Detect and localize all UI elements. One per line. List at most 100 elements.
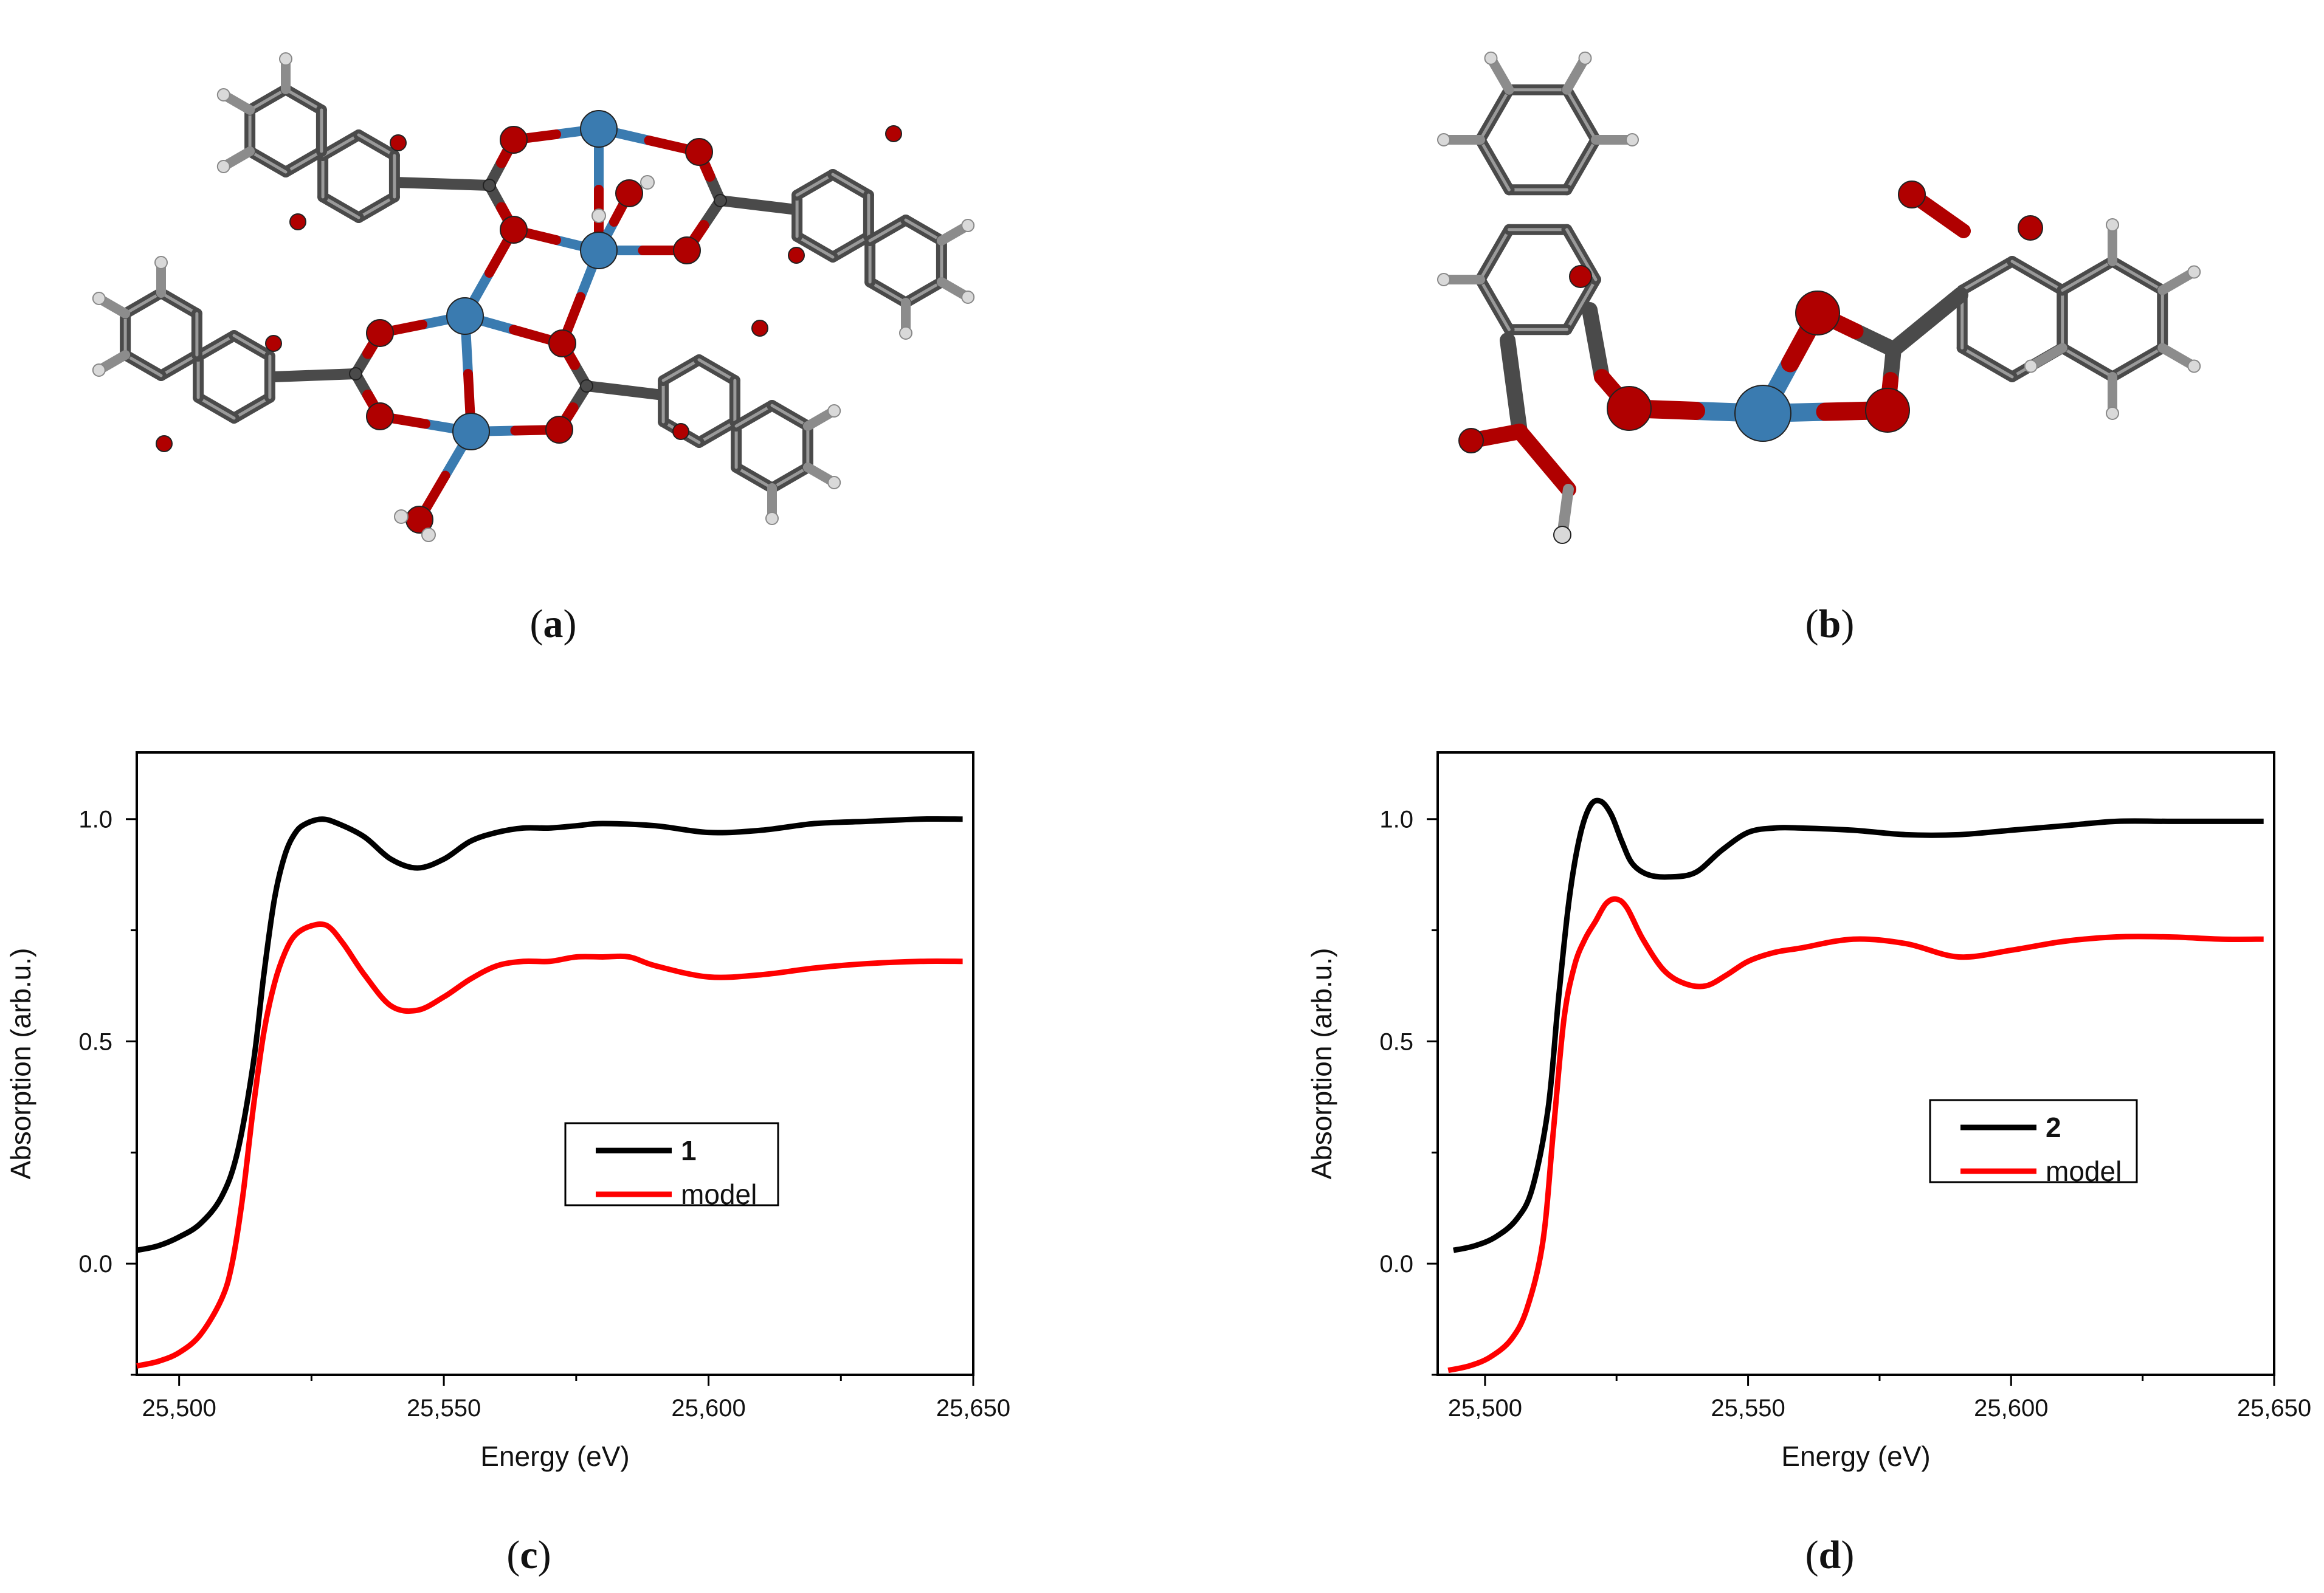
ring-bond-highlight [1960,260,2014,292]
ring-bond-highlight [904,218,943,243]
plot-frame [136,751,974,1376]
hydrogen-atom [961,291,975,304]
ring-bond-highlight [795,173,835,197]
ring-bond-highlight [159,353,199,377]
ring-bond-highlight [284,150,323,174]
ring-bond-highlight [770,466,810,490]
y-tick-label: 1.0 [78,807,112,833]
x-tick-label: 25,600 [1974,1395,2048,1422]
hydrogen-atom [216,88,230,101]
ring-bond-highlight [770,404,810,428]
x-tick-label: 25,500 [142,1395,216,1422]
ring-bond-highlight [868,280,908,304]
ring-bond-highlight [734,404,774,428]
panel-label-c: (c) [506,1533,551,1577]
x-tick-label: 25,550 [1711,1395,1785,1422]
ring-bond-highlight [2111,260,2164,292]
hydrogen-atom [1484,51,1498,65]
y-tick-label: 0.5 [78,1028,112,1055]
hydrogen-atom [279,52,292,66]
series-line-sample [136,816,963,1253]
ring-bond-highlight [232,334,272,358]
ring-bond-highlight [697,420,737,444]
oxygen-atom [156,435,173,452]
hydrogen-atom [1578,51,1592,65]
ring-bond-highlight [357,195,396,219]
ring-bond-highlight [795,235,835,259]
oxygen-atom [672,423,689,440]
oxygen-atom [500,126,528,154]
x-axis-label: Energy (eV) [480,1440,629,1472]
ring-bond-highlight [159,291,199,315]
molecule-b-structure-icon [1437,51,2201,544]
oxygen-atom [548,329,576,357]
hydrogen-atom [216,160,230,173]
oxygen-atom [2018,215,2043,241]
hydrogen-atom [765,512,779,525]
hydrogen-atom [92,363,106,377]
ring-bond-highlight [248,150,288,174]
hydroxyl-bond [1512,424,1576,497]
metal-atom [446,297,484,335]
metal-atom [580,110,618,148]
oxygen-atom [1865,388,1910,433]
chart-panel-c: 25,500 25,550 25,600 25,650 0.0 0.5 1.0 Energy … [5,751,1010,1472]
oxygen-atom [1458,428,1484,453]
hydrogen-atom [2106,218,2119,232]
x-tick-label: 25,500 [1448,1395,1522,1422]
ring-bond-highlight [831,235,871,259]
ring-bond-highlight [2061,260,2114,292]
oxygen-atom [615,179,643,207]
legend-entry: 1 [681,1135,697,1166]
panel-label-d: (d) [1805,1533,1855,1577]
carbon-atom [580,379,593,393]
oxygen-atom [1607,386,1652,431]
carbon-atom [483,179,496,192]
hydrogen-atom [591,208,606,223]
hydrogen-atom [2187,359,2201,373]
ligand-bond [1582,302,1610,385]
ring-bond-highlight [1565,88,1598,142]
y-tick-label: 0.5 [1379,1028,1413,1055]
hydrogen-atom [1437,273,1450,286]
x-tick-label: 25,650 [936,1395,1010,1422]
ring-bond-highlight [697,358,737,382]
hydrogen-atom [2106,407,2119,420]
ring-bond-highlight [2111,346,2164,379]
ring-bond-highlight [868,218,908,243]
oxygen-atom [500,216,528,244]
panel-label-a: (a) [530,602,577,646]
oxygen-atom [685,138,713,166]
x-tick-label: 25,550 [407,1395,481,1422]
ring-bond-highlight [321,133,360,157]
ligand-bond [715,195,802,215]
hydrogen-atom [899,326,912,340]
oxygen-atom [545,416,573,444]
metal-atom [1734,385,1791,442]
chart-panel-d: 25,500 25,550 25,600 25,650 0.0 0.5 1.0 Energy … [1306,751,2311,1472]
ring-bond-highlight [1478,88,1511,142]
hydrogen-atom [92,292,106,305]
legend-entry: 2 [2046,1112,2061,1143]
metal-atom [452,413,490,450]
ligand-bond [268,368,361,382]
hydrogen-atom [961,219,975,232]
ring-bond-highlight [1565,278,1598,331]
hydrogen-atom [1553,526,1571,544]
ring-bond-highlight [1478,278,1511,331]
ring-bond-highlight [734,466,774,490]
legend-entry: model [681,1178,757,1210]
panel-label-b: (b) [1805,602,1855,646]
hydrogen-atom [394,509,409,524]
plot-frame [1436,751,2275,1376]
ligand-bond [581,380,668,401]
ring-bond-highlight [2010,260,2064,292]
hydrogen-atom [827,476,841,489]
oxygen-atom [751,320,768,337]
series-line-sample [1453,797,2264,1253]
ring-bond-highlight [1960,346,2014,379]
y-axis-label: Absorption (arb.u.) [1306,948,1337,1180]
hydrogen-atom [1437,133,1450,146]
x-axis-label: Energy (eV) [1781,1440,1930,1472]
